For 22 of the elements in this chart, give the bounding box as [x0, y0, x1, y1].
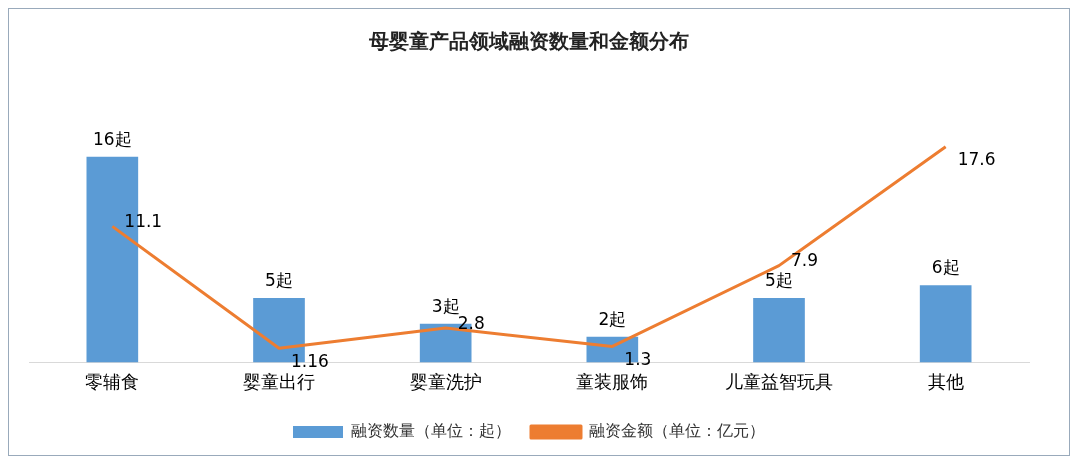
data-label: 16起 — [93, 128, 132, 149]
x-tick-label: 其他 — [927, 370, 964, 392]
bar — [919, 285, 972, 363]
chart-title: 母婴童产品领域融资数量和金额分布 — [368, 29, 689, 54]
data-label: 1.16 — [291, 350, 329, 371]
x-tick-label: 婴童出行 — [243, 370, 315, 392]
data-label: 5起 — [265, 270, 293, 291]
x-tick-label: 儿童益智玩具 — [725, 370, 833, 392]
bar — [753, 298, 805, 363]
data-label: 6起 — [931, 257, 960, 278]
x-tick-label: 零辅食 — [85, 370, 140, 392]
data-label: 7.9 — [791, 250, 819, 271]
data-label: 17.6 — [957, 149, 996, 170]
legend-label: 融资金额（单位：亿元） — [589, 421, 765, 441]
data-label: 1.3 — [624, 348, 652, 369]
data-label: 5起 — [765, 270, 793, 291]
x-tick-label: 童装服饰 — [576, 370, 649, 392]
data-label: 2.8 — [457, 312, 485, 333]
x-tick-label: 婴童洗护 — [409, 370, 482, 392]
legend-label: 融资数量（单位：起） — [351, 421, 511, 441]
data-label: 2起 — [598, 308, 627, 329]
data-label: 3起 — [431, 295, 460, 316]
